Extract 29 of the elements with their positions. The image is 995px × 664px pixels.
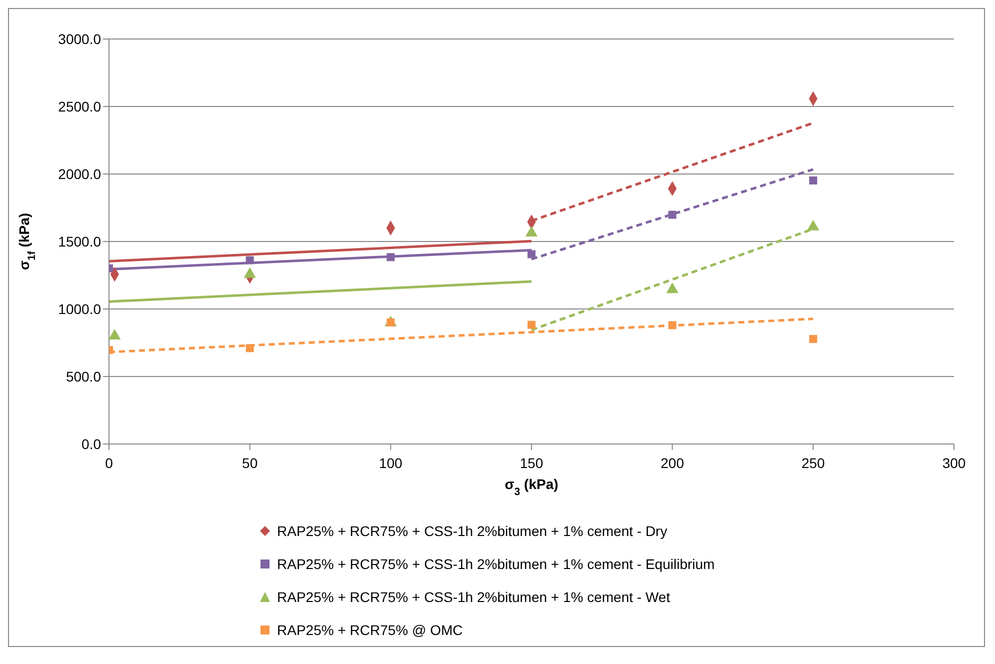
- legend-label: RAP25% + RCR75% + CSS-1h 2%bitumen + 1% cement - Dry: [277, 522, 668, 538]
- point: [809, 176, 818, 184]
- point: [528, 250, 536, 258]
- x-tick-label: 300: [942, 455, 966, 471]
- y-tick-label: 2000.0: [58, 166, 102, 182]
- y-tick-label: 0.0: [82, 436, 102, 452]
- legend-label: RAP25% + RCR75% + CSS-1h 2%bitumen + 1% cement - Equilibrium: [277, 556, 715, 572]
- x-tick-label: 250: [801, 455, 826, 471]
- point: [668, 321, 676, 330]
- x-tick-label: 0: [105, 455, 114, 471]
- point: [809, 334, 818, 343]
- legend-label: RAP25% + RCR75% @ OMC: [277, 622, 463, 638]
- y-tick-label: 2500.0: [58, 98, 102, 114]
- legend-label: RAP25% + RCR75% + CSS-1h 2%bitumen + 1% cement - Wet: [277, 588, 670, 604]
- x-tick-label: 100: [378, 455, 403, 471]
- x-tick-label: 150: [520, 455, 544, 471]
- point: [528, 320, 536, 329]
- y-tick-label: 1000.0: [58, 300, 102, 317]
- point: [666, 282, 678, 294]
- point: [246, 344, 254, 352]
- x-tick-label: 50: [242, 455, 258, 471]
- x-tick-label: 200: [660, 455, 684, 471]
- y-tick-label: 3000.0: [58, 30, 102, 47]
- point: [246, 256, 254, 264]
- point: [668, 210, 676, 219]
- point: [386, 253, 395, 262]
- y-tick-label: 1500.0: [58, 233, 102, 250]
- x-axis-title: σ$_{3}$ (kPa): [504, 476, 558, 498]
- y-tick-label: 500.0: [66, 368, 102, 384]
